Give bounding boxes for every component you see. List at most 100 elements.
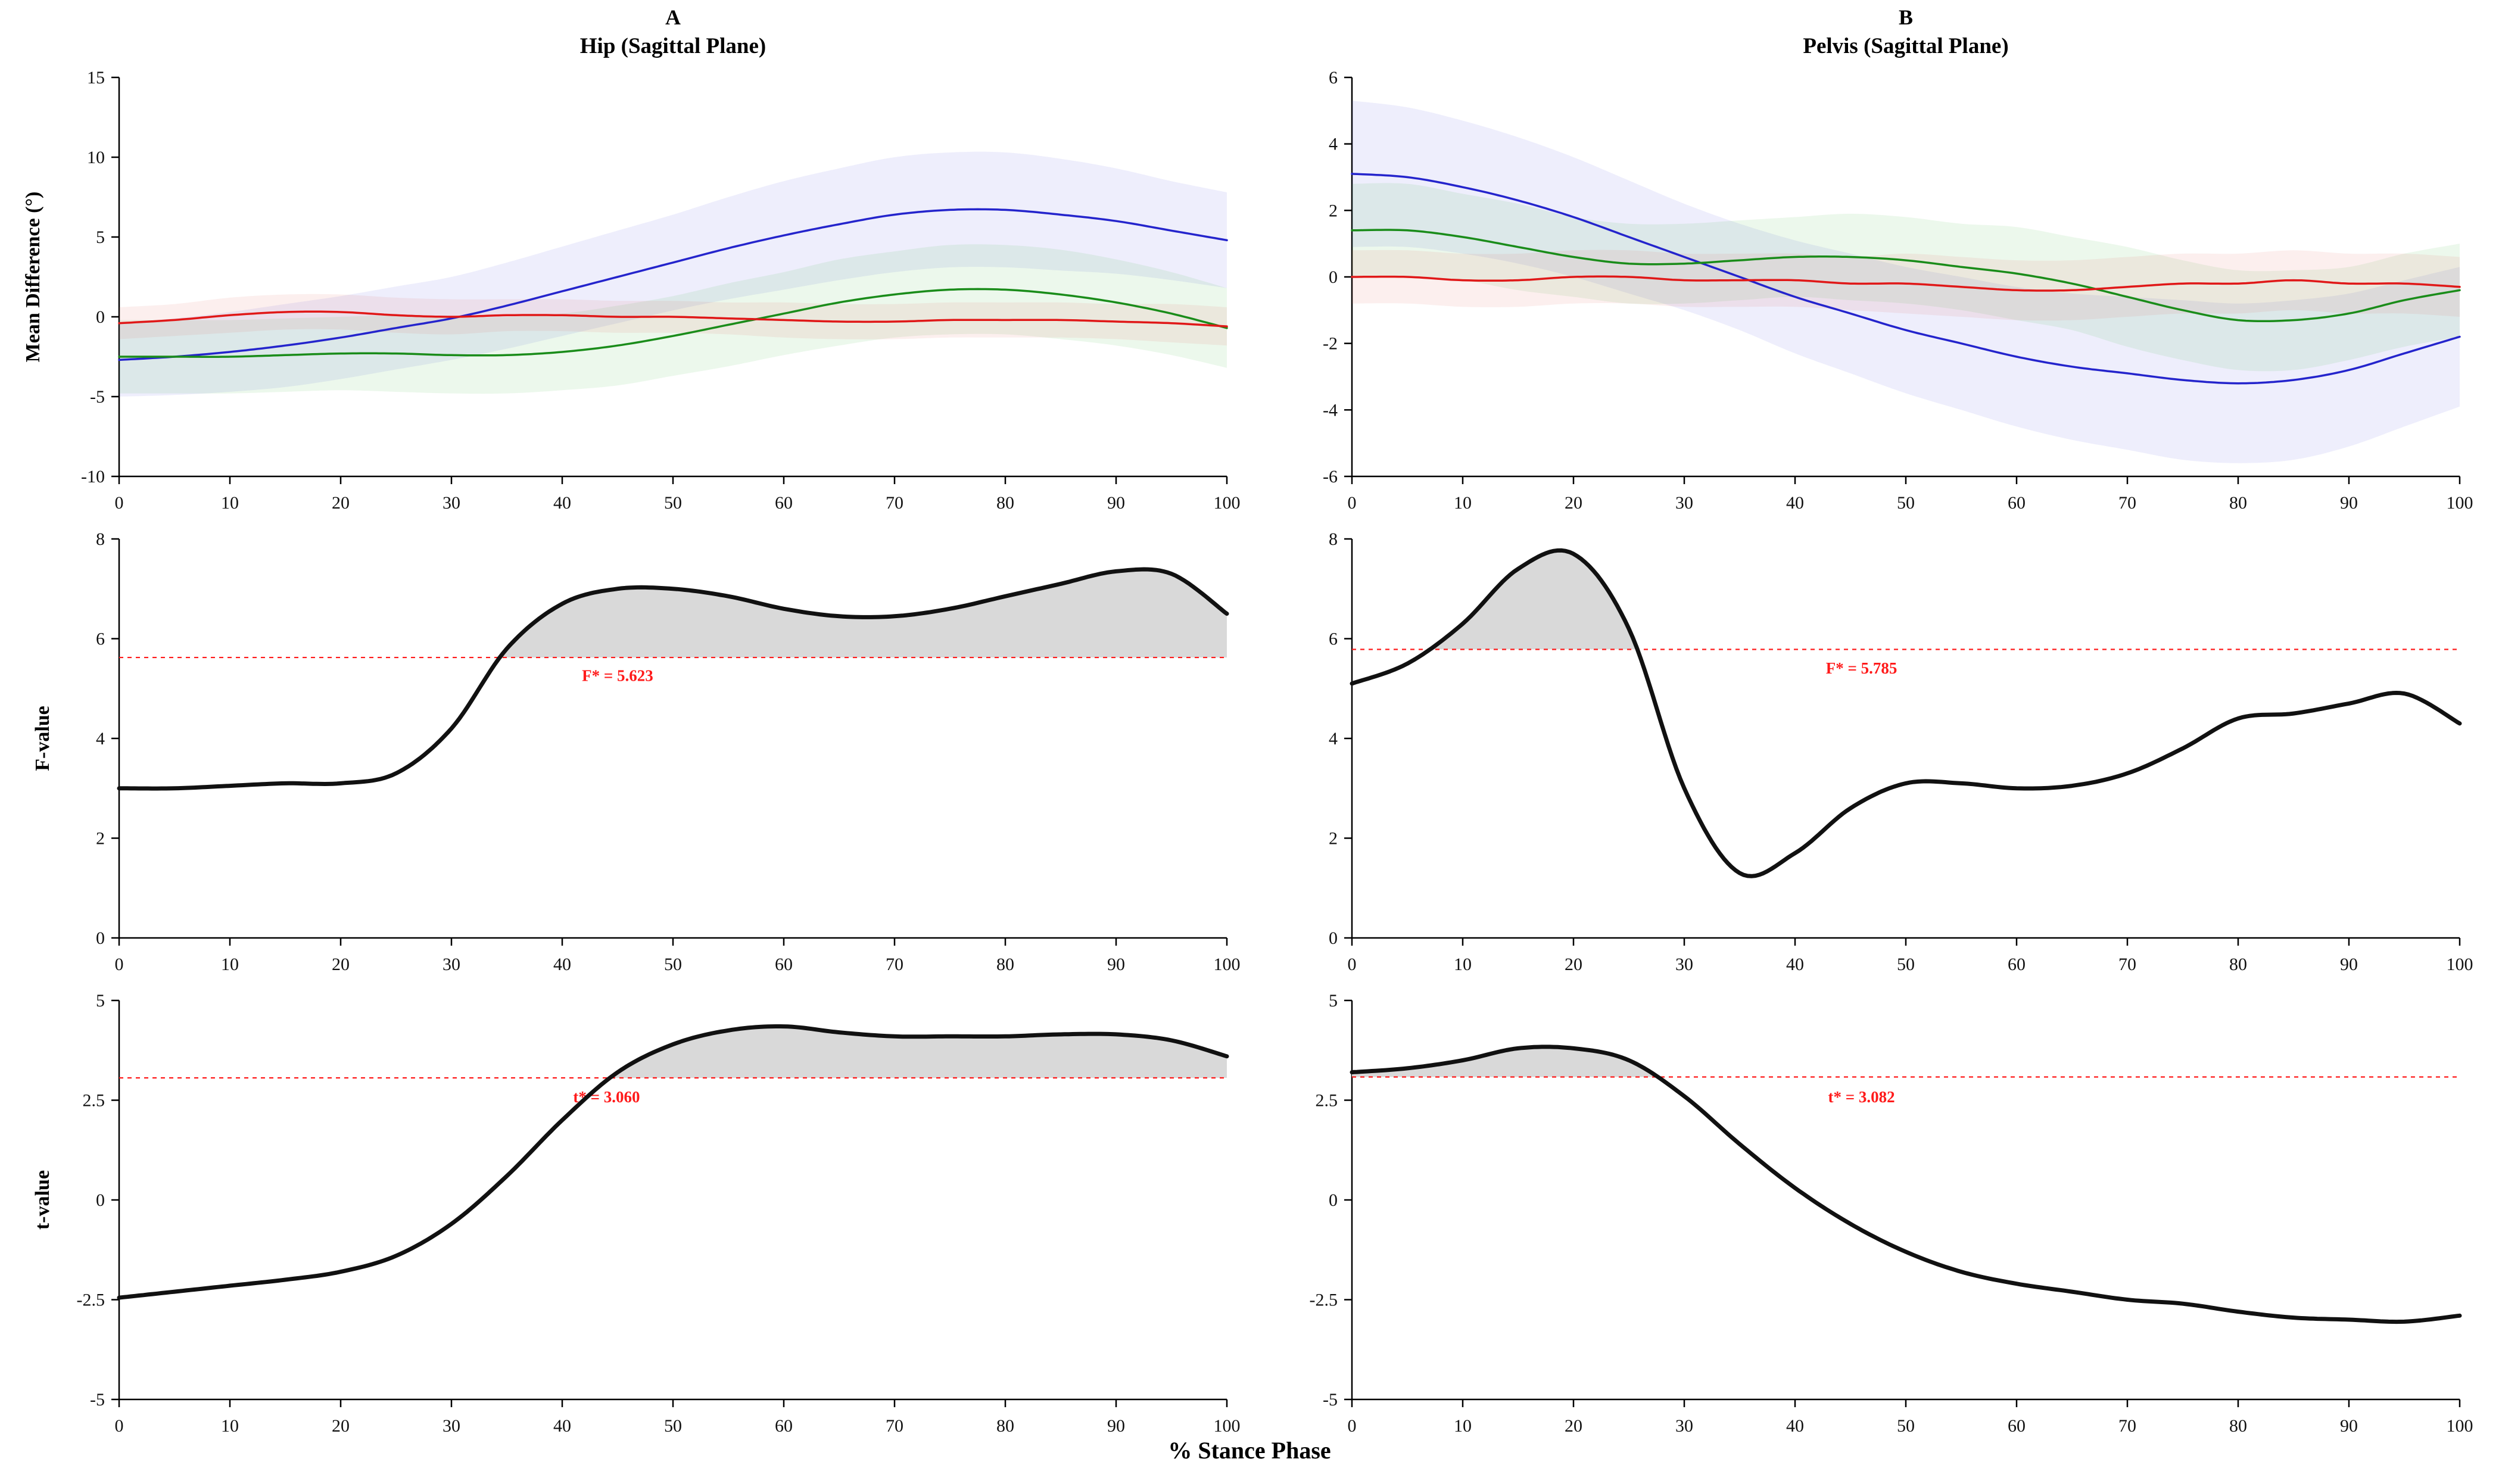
svg-text:70: 70 <box>2118 493 2136 513</box>
svg-text:70: 70 <box>2118 955 2136 974</box>
svg-text:2.5: 2.5 <box>83 1091 105 1111</box>
svg-text:70: 70 <box>2118 1416 2136 1436</box>
svg-text:2: 2 <box>96 829 105 849</box>
svg-text:60: 60 <box>2008 955 2026 974</box>
svg-text:-2: -2 <box>1323 334 1338 354</box>
svg-text:50: 50 <box>664 1416 682 1436</box>
svg-text:20: 20 <box>332 493 350 513</box>
svg-text:10: 10 <box>87 148 105 167</box>
svg-text:90: 90 <box>2340 493 2358 513</box>
svg-text:70: 70 <box>886 955 903 974</box>
svg-text:6: 6 <box>1329 68 1338 88</box>
svg-text:-5: -5 <box>90 387 105 407</box>
svg-text:50: 50 <box>664 493 682 513</box>
svg-text:80: 80 <box>2229 955 2247 974</box>
svg-text:4: 4 <box>1329 729 1338 749</box>
svg-text:60: 60 <box>2008 493 2026 513</box>
svg-text:-5: -5 <box>90 1390 105 1410</box>
svg-text:0: 0 <box>115 1416 124 1436</box>
svg-text:0: 0 <box>96 307 105 327</box>
panel-a-letter: A <box>665 5 681 29</box>
svg-text:30: 30 <box>1675 955 1693 974</box>
svg-text:0: 0 <box>115 493 124 513</box>
svg-text:30: 30 <box>443 955 460 974</box>
hip-t-value-chart: 0 10 20 30 40 50 60 70 80 90 100-5-2.502.55t* = 3.… <box>77 991 1241 1436</box>
panel-b-letter: B <box>1898 5 1914 29</box>
pelvis-f-value-chart: 0 10 20 30 40 50 60 70 80 90 100 0 2 4 6 8 F* = 5.785 <box>1329 529 2473 974</box>
pelvis-t-value-chart: 0 10 20 30 40 50 60 70 80 90 100 -5 -2.5 0 2.5 5 t* = 3.… <box>1310 991 2473 1436</box>
svg-text:40: 40 <box>553 955 571 974</box>
svg-text:10: 10 <box>1454 955 1472 974</box>
svg-text:10: 10 <box>221 1416 239 1436</box>
hip-mean-difference-chart: 0 10 20 30 40 50 60 70 80 90 100 -10 -5 0 5 10 15 <box>81 68 1241 513</box>
svg-text:100: 100 <box>1214 955 1241 974</box>
svg-text:5: 5 <box>96 991 105 1011</box>
panel-a-title: Hip (Sagittal Plane) <box>579 34 766 58</box>
svg-text:90: 90 <box>2340 955 2358 974</box>
svg-text:-4: -4 <box>1323 400 1338 420</box>
svg-text:20: 20 <box>1565 493 1582 513</box>
svg-text:90: 90 <box>1107 1416 1125 1436</box>
svg-text:80: 80 <box>996 493 1014 513</box>
svg-text:60: 60 <box>775 955 793 974</box>
svg-text:20: 20 <box>332 955 350 974</box>
svg-text:0: 0 <box>1329 267 1338 287</box>
svg-text:5: 5 <box>96 227 105 247</box>
svg-text:90: 90 <box>2340 1416 2358 1436</box>
svg-text:4: 4 <box>96 729 105 749</box>
svg-text:2: 2 <box>1329 201 1338 220</box>
svg-text:100: 100 <box>2447 493 2473 513</box>
svg-text:60: 60 <box>775 1416 793 1436</box>
svg-text:0: 0 <box>1348 493 1357 513</box>
svg-text:80: 80 <box>2229 493 2247 513</box>
svg-text:10: 10 <box>221 493 239 513</box>
svg-text:0: 0 <box>1348 955 1357 974</box>
svg-text:80: 80 <box>996 1416 1014 1436</box>
svg-text:40: 40 <box>1786 955 1804 974</box>
svg-text:-6: -6 <box>1323 467 1338 487</box>
svg-text:6: 6 <box>1329 629 1338 649</box>
svg-text:40: 40 <box>553 493 571 513</box>
svg-text:8: 8 <box>1329 529 1338 549</box>
svg-text:-2.5: -2.5 <box>77 1290 105 1310</box>
hip-f-value-chart: 0 10 20 30 40 50 60 70 80 90 100 0 2 4 6 8 F* = 5.623 <box>96 529 1241 974</box>
svg-text:6: 6 <box>96 629 105 649</box>
svg-text:-2.5: -2.5 <box>1310 1290 1338 1310</box>
svg-text:30: 30 <box>1675 493 1693 513</box>
svg-text:10: 10 <box>1454 1416 1472 1436</box>
svg-text:-10: -10 <box>81 467 105 487</box>
svg-text:20: 20 <box>1565 955 1582 974</box>
svg-text:40: 40 <box>1786 1416 1804 1436</box>
svg-text:0: 0 <box>1329 928 1338 948</box>
svg-text:100: 100 <box>1214 493 1241 513</box>
svg-text:60: 60 <box>2008 1416 2026 1436</box>
svg-text:100: 100 <box>2447 955 2473 974</box>
svg-text:15: 15 <box>87 68 105 88</box>
svg-text:80: 80 <box>2229 1416 2247 1436</box>
pelvis-mean-difference-chart: 0 10 20 30 40 50 60 70 80 90 100 -6 -4 -2 0 2 4 6 <box>1323 68 2473 513</box>
svg-text:20: 20 <box>1565 1416 1582 1436</box>
svg-text:50: 50 <box>1897 1416 1915 1436</box>
svg-text:20: 20 <box>332 1416 350 1436</box>
svg-text:-5: -5 <box>1323 1390 1338 1410</box>
svg-text:10: 10 <box>221 955 239 974</box>
svg-text:0: 0 <box>96 928 105 948</box>
svg-text:30: 30 <box>443 1416 460 1436</box>
svg-text:50: 50 <box>664 955 682 974</box>
svg-text:t* = 3.082: t* = 3.082 <box>1828 1088 1895 1106</box>
svg-text:90: 90 <box>1107 493 1125 513</box>
svg-text:8: 8 <box>96 529 105 549</box>
svg-text:0: 0 <box>96 1190 105 1210</box>
svg-text:5: 5 <box>1329 991 1338 1011</box>
svg-text:90: 90 <box>1107 955 1125 974</box>
svg-text:30: 30 <box>1675 1416 1693 1436</box>
svg-text:50: 50 <box>1897 955 1915 974</box>
svg-text:0: 0 <box>1329 1190 1338 1210</box>
svg-text:10: 10 <box>1454 493 1472 513</box>
svg-text:80: 80 <box>996 955 1014 974</box>
svg-text:50: 50 <box>1897 493 1915 513</box>
svg-text:F* = 5.785: F* = 5.785 <box>1826 659 1897 677</box>
svg-text:0: 0 <box>1348 1416 1357 1436</box>
svg-text:4: 4 <box>1329 135 1338 154</box>
